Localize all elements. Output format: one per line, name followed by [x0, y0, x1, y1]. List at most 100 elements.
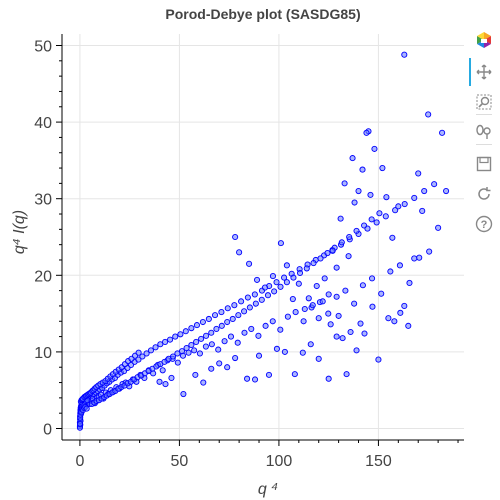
scatter-point — [439, 129, 446, 136]
scatter-point — [251, 376, 259, 383]
y-tick-label: 30 — [34, 192, 52, 209]
active-tool-indicator — [469, 58, 471, 86]
scatter-point — [317, 255, 324, 262]
scatter-point — [152, 344, 159, 351]
plot-area — [62, 34, 464, 440]
scatter-point — [192, 371, 199, 378]
x-tick-label: 100 — [266, 453, 293, 470]
scatter-point — [271, 288, 278, 295]
x-axis-label: q ⁴ — [258, 481, 278, 498]
scatter-point — [218, 309, 225, 316]
scatter-point — [269, 318, 276, 325]
scatter-point — [135, 356, 142, 363]
scatter-point — [199, 318, 206, 326]
scatter-point — [369, 303, 376, 310]
scatter-point — [307, 341, 314, 348]
grid — [62, 34, 464, 440]
scatter-point — [389, 234, 396, 241]
scatter-point — [273, 279, 280, 286]
scatter-point — [315, 315, 322, 322]
scatter-point — [443, 187, 450, 195]
scatter-point — [180, 390, 187, 398]
scatter-point — [265, 371, 273, 378]
help-tool-icon[interactable]: ? — [472, 212, 496, 236]
scatter-point — [335, 312, 342, 319]
scatter-point — [324, 250, 331, 257]
scatter-point — [277, 326, 284, 333]
scatter-point — [357, 320, 364, 327]
save-tool-icon[interactable] — [472, 152, 496, 176]
scatter-point — [321, 275, 328, 282]
scatter-point — [415, 170, 422, 177]
scatter-point — [299, 349, 306, 356]
scatter-point — [262, 322, 269, 329]
scatter-point — [426, 248, 433, 255]
wheel-zoom-tool-icon[interactable] — [472, 120, 496, 144]
scatter-point — [343, 371, 350, 378]
scatter-point — [401, 51, 408, 58]
scatter-point — [383, 194, 390, 201]
scatter-point — [375, 356, 382, 363]
scatter-point — [363, 129, 370, 136]
scatter-point — [232, 354, 239, 362]
scatter-point — [172, 333, 179, 340]
scatter-point — [341, 180, 348, 187]
scatter-point — [392, 207, 399, 214]
scatter-point — [315, 355, 322, 362]
reset-tool-icon[interactable] — [472, 182, 496, 206]
scatter-point — [290, 274, 297, 281]
scatter-point — [244, 375, 251, 382]
scatter-point — [251, 291, 258, 298]
pan-tool-icon[interactable] — [472, 60, 496, 84]
scatter-point — [183, 345, 190, 352]
y-tick-label: 0 — [43, 422, 52, 439]
scatter-point — [147, 347, 155, 354]
scatter-point — [339, 335, 346, 342]
scatter-points — [76, 51, 450, 431]
scatter-point — [252, 300, 259, 307]
scatter-point — [347, 328, 354, 336]
scatter-point — [188, 341, 195, 349]
scatter-point — [246, 260, 253, 267]
scatter-point — [162, 338, 169, 345]
scatter-point — [168, 374, 175, 382]
scatter-point — [269, 273, 277, 280]
scatter-point — [178, 348, 186, 355]
scatter-point — [406, 279, 413, 287]
scatter-point — [397, 309, 404, 316]
scatter-point — [346, 233, 353, 241]
scatter-point — [355, 187, 362, 195]
box-zoom-tool-icon[interactable] — [472, 90, 496, 114]
scatter-point — [342, 287, 349, 294]
scatter-point — [193, 338, 200, 345]
scatter-point — [369, 275, 376, 282]
scatter-point — [333, 333, 340, 340]
scatter-point — [281, 274, 288, 281]
scatter-point — [236, 249, 243, 256]
bokeh-logo-icon[interactable] — [472, 30, 496, 54]
scatter-point — [385, 315, 392, 322]
scatter-point — [224, 364, 231, 371]
scatter-point — [345, 253, 352, 260]
scatter-point — [283, 262, 290, 269]
scatter-point — [411, 194, 418, 201]
scatter-point — [371, 145, 378, 152]
scatter-point — [246, 304, 253, 311]
scatter-point — [208, 341, 215, 348]
scatter-point — [313, 282, 320, 290]
scatter-point — [174, 359, 181, 366]
scatter-point — [373, 219, 380, 226]
scatter-point — [378, 290, 385, 297]
svg-text:?: ? — [481, 219, 488, 231]
scatter-point — [329, 247, 336, 254]
scatter-point — [235, 312, 242, 319]
scatter-point — [353, 227, 360, 234]
scatter-point — [143, 350, 150, 357]
scatter-point — [395, 203, 402, 210]
scatter-point — [325, 310, 332, 317]
scatter-point — [273, 345, 280, 352]
chart-title: Porod-Debye plot (SASDG85) — [165, 6, 360, 22]
scatter-point — [205, 315, 212, 323]
scatter-point — [83, 405, 90, 412]
